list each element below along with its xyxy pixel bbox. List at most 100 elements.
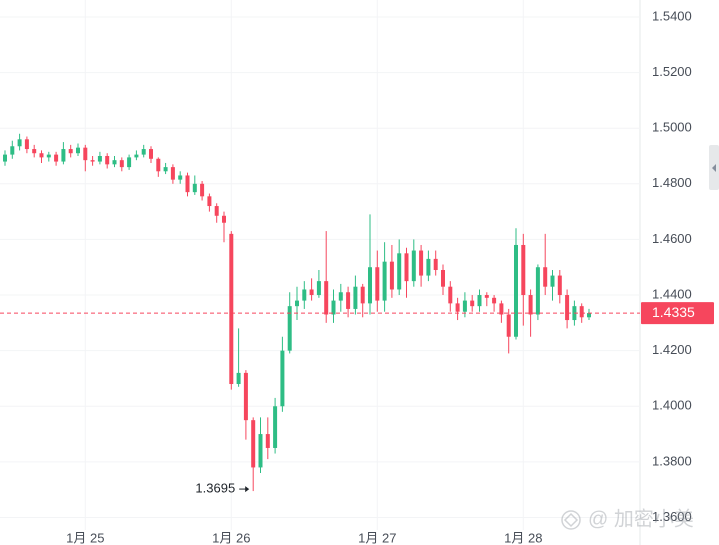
candle-body [32,149,37,154]
x-tick-label: 1月 27 [358,530,396,545]
candle-body [112,160,117,165]
candle-body [360,286,365,304]
candle-body [243,372,248,421]
candle-body [521,244,526,296]
candle-body [156,158,161,172]
candle-body [163,167,168,172]
candle-body [514,244,518,337]
candle-body [97,155,102,162]
candle-body [346,292,351,309]
candle-body [207,196,212,207]
candle-body [280,350,285,407]
candle-body [375,267,380,301]
candle-body [557,275,562,296]
candle-body [46,154,51,158]
candle-body [54,154,59,162]
candle-body [389,261,394,290]
candle-body [185,175,190,193]
candle-body [411,250,416,282]
y-tick-label: 1.4000 [652,398,692,413]
candle-body [3,154,7,162]
candle-body [105,155,110,165]
low-annotation: 1.3695 [195,481,235,496]
low-arrow-head [245,486,250,493]
x-tick-label: 1月 26 [212,530,250,545]
x-tick-label: 1月 28 [504,530,542,545]
watermark-logo [561,510,581,530]
candle-body [397,253,402,290]
candle-body [353,286,358,309]
candle-body [565,295,570,321]
candle-body [17,139,22,147]
candle-body [470,300,475,307]
y-tick-label: 1.5000 [652,120,692,135]
candle-body [528,295,533,315]
candle-body [265,434,270,448]
candle-body [499,303,504,315]
candle-body [368,267,372,304]
candle-body [550,275,555,287]
price-label-box [641,302,714,325]
side-tab-arrow [712,164,716,172]
candle-body [222,215,226,223]
candle-body [535,267,540,315]
candle-body [433,258,438,271]
y-tick-label: 1.5200 [652,64,692,79]
candle-body [134,154,139,158]
candle-body [404,253,409,282]
y-tick-label: 1.4400 [652,286,692,301]
overlay: 1.4335 1.3695 [0,302,714,496]
candle-body [484,295,489,298]
candle-body [587,313,591,318]
price-label: 1.4335 [652,304,695,320]
candle-body [61,149,66,162]
watermark: @ 加密小美 [561,507,694,530]
candle-body [83,147,88,161]
candle-body [251,420,256,468]
candle-body [462,300,467,312]
candle-body [441,270,445,287]
candle-body [316,281,321,296]
y-tick-label: 1.4800 [652,175,692,190]
y-tick-label: 1.3800 [652,453,692,468]
y-tick-label: 1.4600 [652,231,692,246]
candle-body [236,372,241,385]
candle-body [419,250,424,276]
candle-body [331,300,336,315]
candle-body [24,139,29,150]
candle-body [506,314,511,337]
y-tick-label: 1.3600 [652,509,692,524]
candle-body [76,147,80,154]
candle-body [543,267,548,287]
candle-body [90,160,95,162]
candle-body [579,306,584,318]
candle-body [200,183,205,197]
candle-body [309,289,314,296]
x-tick-label: 1月 25 [66,530,104,545]
candle-body [448,286,453,304]
candles [3,133,591,492]
candle-body [426,258,431,276]
candle-body [492,297,497,304]
candle-body [141,149,146,155]
candle-body [170,167,175,180]
candle-body [455,303,460,312]
candle-body [273,406,278,448]
candle-body [178,175,183,180]
watermark-text: @ 加密小美 [588,507,694,530]
candle-body [477,295,482,307]
candle-body [338,292,343,301]
candle-body [39,153,44,158]
y-tick-label: 1.4200 [652,342,692,357]
candle-body [229,233,234,385]
candle-body [119,160,124,168]
candle-body [258,434,263,468]
candle-body [214,206,219,216]
y-tick-label: 1.5400 [652,8,692,23]
candle-body [287,306,292,351]
candle-body [68,149,73,154]
candle-body [324,281,329,315]
watermark-logo [563,512,579,528]
